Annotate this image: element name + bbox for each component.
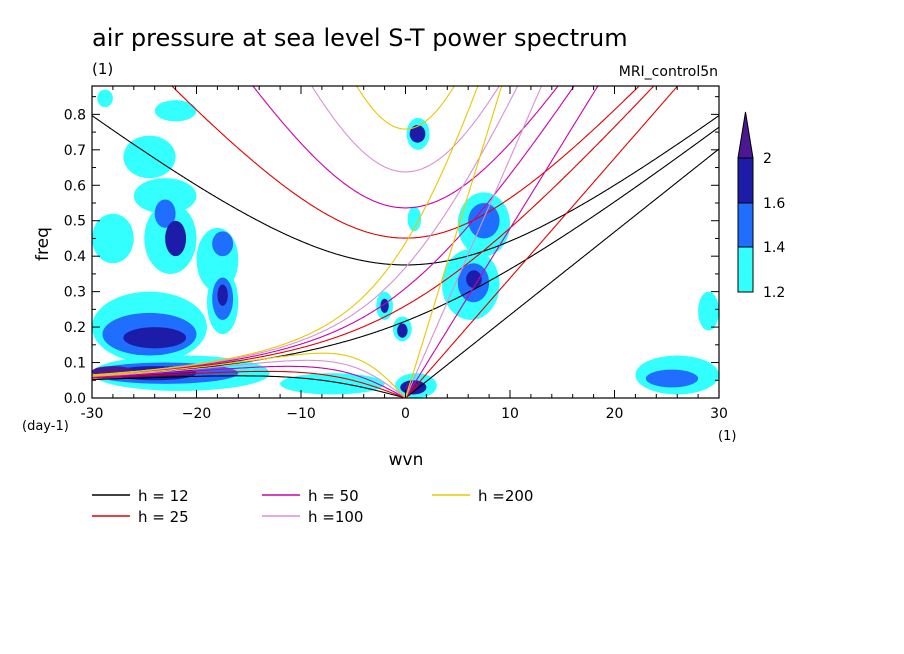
curve-kelvin-h50 [405, 86, 599, 398]
contour-region-38 [698, 291, 719, 331]
colorbar-segment-1 [737, 202, 754, 248]
curve-kelvin-h200 [404, 86, 503, 398]
plot-area: -30 −20 −10 0 10 20 30 0.0 0.1 0.2 0.3 0.4 0.5 0.6 0.7… [64, 85, 728, 422]
contour-region-12 [217, 284, 228, 306]
y-tick-label-0: 0.0 [64, 391, 86, 407]
curve-mrg-h12 [92, 126, 719, 377]
x-tick-label-6: 30 [710, 406, 728, 422]
y-axis-label: freq [33, 227, 53, 261]
x-tick-label-5: 20 [606, 406, 624, 422]
curve-kelvin-h25 [405, 86, 679, 398]
curve-er-h12 [92, 375, 405, 398]
contour-region-32 [468, 203, 500, 239]
y-tick-label-1: 0.1 [64, 356, 86, 372]
colorbar-label-2: 1.6 [763, 196, 785, 212]
y-tick-label-5: 0.5 [64, 214, 86, 230]
curve-ig-h200 [356, 86, 455, 130]
x-tick-label-1: −20 [182, 406, 212, 422]
curve-er-h100 [92, 359, 405, 398]
legend-label-h12: h = 12 [138, 487, 189, 505]
curve-mrg-h25 [92, 86, 655, 377]
curve-ig-h12 [92, 115, 719, 266]
colorbar-segment-2 [737, 157, 754, 204]
contour-region-15 [123, 327, 187, 349]
y-tick-label-8: 0.8 [64, 107, 86, 123]
chart-title: air pressure at sea level S-T power spec… [92, 24, 628, 52]
contour-region-26 [409, 125, 426, 143]
y-tick-label-7: 0.7 [64, 143, 86, 159]
legend-label-h100: h =100 [308, 508, 363, 526]
curve-mrg-h200 [92, 86, 479, 376]
y-tick-label-3: 0.3 [64, 285, 86, 301]
axis-ticks: -30 −20 −10 0 10 20 30 0.0 0.1 0.2 0.3 0.4 0.5 0.6 0.7… [64, 86, 728, 422]
y-tick-label-4: 0.4 [64, 249, 86, 265]
contour-region-6 [154, 199, 176, 228]
curve-ig-h50 [252, 86, 559, 209]
curve-kelvin-h100 [404, 86, 543, 398]
legend-label-h50: h = 50 [308, 487, 359, 505]
x-tick-label-0: -30 [81, 406, 104, 422]
dispersion-curves [92, 86, 719, 398]
legend-label-h25: h = 25 [138, 508, 189, 526]
curve-ig-h100 [311, 86, 500, 173]
contour-region-1 [154, 100, 197, 122]
x-axis-label: wvn [389, 450, 424, 470]
colorbar-triangle [737, 111, 754, 159]
curve-er-h50 [92, 365, 405, 398]
colorbar-label-1: 1.4 [763, 240, 785, 256]
x-tick-label-2: −10 [286, 406, 316, 422]
y-tick-label-2: 0.2 [64, 320, 86, 336]
y-tick-label-6: 0.6 [64, 178, 86, 194]
curve-er-h200 [92, 352, 405, 398]
y-unit-label: (day-1) [22, 419, 69, 434]
x-tick-label-3: 0 [401, 406, 410, 422]
contour-region-37 [645, 369, 699, 388]
x-unit-label: (1) [718, 429, 736, 444]
curve-mrg-h100 [92, 86, 519, 376]
contour-region-24 [397, 323, 408, 338]
colorbar-label-3: 2 [763, 151, 772, 167]
legend-label-h200: h =200 [478, 487, 533, 505]
contour-region-4 [92, 213, 134, 264]
contour-region-27 [407, 206, 422, 232]
colorbar-segment-0 [737, 246, 754, 293]
curve-er-h25 [92, 370, 405, 398]
contour-region-35 [466, 270, 482, 289]
contour-region-9 [212, 231, 234, 257]
model-label: MRI_control5n [619, 64, 718, 80]
chart-subtitle: (1) [92, 60, 113, 78]
colorbar: 1.2 1.4 1.6 2 [737, 111, 785, 301]
contour-region-0 [97, 89, 113, 108]
curve-legend: h = 12 h = 25 h = 50 h =100 h =200 [92, 487, 533, 526]
curve-mrg-h50 [92, 86, 575, 376]
colorbar-label-0: 1.2 [763, 285, 785, 301]
contour-region-7 [165, 220, 187, 257]
contour-region-3 [133, 178, 197, 214]
curve-ig-h25 [171, 86, 640, 239]
curve-kelvin-h12 [405, 148, 719, 398]
x-tick-label-4: 10 [501, 406, 519, 422]
